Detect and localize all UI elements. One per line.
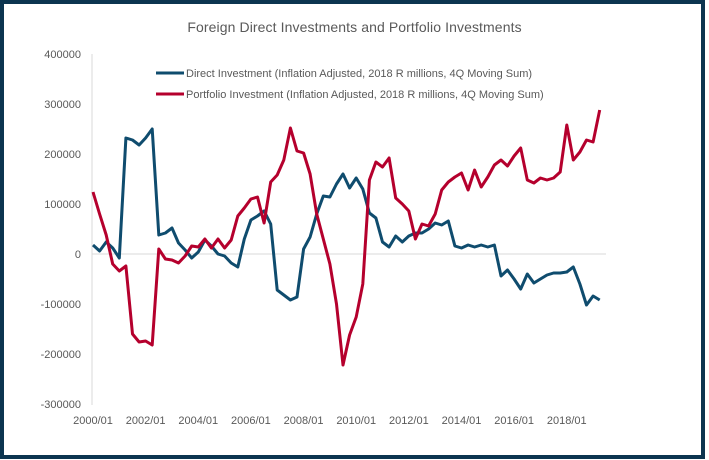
x-tick-label: 2008/01 bbox=[284, 415, 324, 427]
portfolio-investment-line bbox=[91, 109, 602, 367]
x-tick-label: 2014/01 bbox=[442, 415, 482, 427]
axes bbox=[91, 54, 606, 405]
y-tick-label: -100000 bbox=[41, 299, 81, 311]
x-tick-label: 2000/01 bbox=[73, 415, 113, 427]
legend-item-portfolio[interactable]: Portfolio Investment (Inflation Adjusted… bbox=[156, 89, 544, 101]
legend-label-direct: Direct Investment (Inflation Adjusted, 2… bbox=[186, 68, 532, 80]
x-tick-label: 2012/01 bbox=[389, 415, 429, 427]
series-lines bbox=[91, 109, 602, 367]
y-tick-label: 200000 bbox=[44, 149, 81, 161]
direct-investment-line bbox=[91, 127, 601, 307]
y-tick-label: 300000 bbox=[44, 99, 81, 111]
y-tick-label: 0 bbox=[75, 249, 81, 261]
y-tick-label: 100000 bbox=[44, 199, 81, 211]
legend: Direct Investment (Inflation Adjusted, 2… bbox=[156, 68, 544, 101]
legend-item-direct[interactable]: Direct Investment (Inflation Adjusted, 2… bbox=[156, 68, 532, 80]
x-tick-label: 2010/01 bbox=[336, 415, 376, 427]
y-tick-label: -200000 bbox=[41, 349, 81, 361]
y-tick-label: 400000 bbox=[44, 49, 81, 61]
y-tick-label: -300000 bbox=[41, 399, 81, 411]
chart-title: Foreign Direct Investments and Portfolio… bbox=[187, 19, 522, 35]
x-tick-label: 2006/01 bbox=[231, 415, 271, 427]
x-tick-label: 2002/01 bbox=[126, 415, 166, 427]
legend-label-portfolio: Portfolio Investment (Inflation Adjusted… bbox=[186, 89, 544, 101]
x-tick-label: 2004/01 bbox=[178, 415, 218, 427]
x-tick-label: 2016/01 bbox=[494, 415, 534, 427]
x-tick-labels: 2000/01 2002/01 2004/01 2006/01 2008/01 2010/… bbox=[73, 415, 587, 427]
x-tick-label: 2018/01 bbox=[547, 415, 587, 427]
y-tick-labels: 400000 300000 200000 100000 0 -100000 -200000 -… bbox=[41, 49, 81, 411]
